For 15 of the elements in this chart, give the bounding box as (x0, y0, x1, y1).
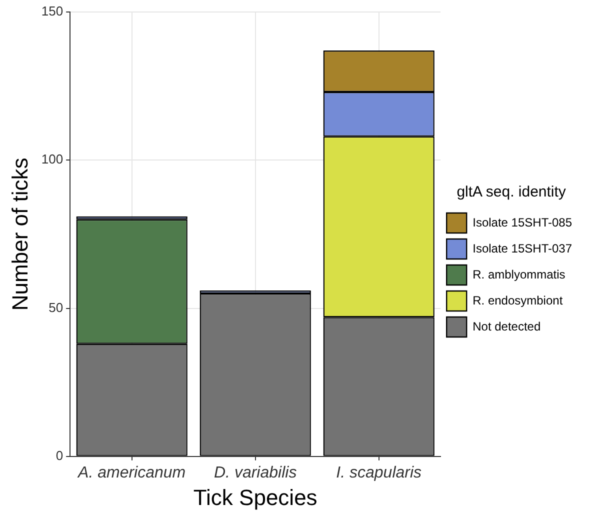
x-tick-label: D. variabilis (214, 464, 297, 482)
legend-label: R. amblyommatis (472, 267, 566, 282)
x-tick-label: I. scapularis (336, 464, 422, 482)
y-axis-title: Number of ticks (7, 158, 32, 311)
y-tick-label: 0 (56, 448, 64, 463)
legend-title: gltA seq. identity (456, 184, 566, 201)
y-tick-label: 50 (48, 300, 64, 315)
x-axis-title: Tick Species (193, 484, 318, 510)
y-tick-label: 100 (41, 152, 64, 167)
legend-label: Isolate 15SHT-037 (472, 241, 572, 256)
x-tick-label: A. americanum (77, 464, 186, 482)
legend-label: Isolate 15SHT-085 (472, 215, 572, 230)
legend-label: Not detected (472, 319, 541, 334)
y-tick-label: 150 (41, 4, 64, 19)
legend-label: R. endosymbiont (472, 293, 564, 308)
